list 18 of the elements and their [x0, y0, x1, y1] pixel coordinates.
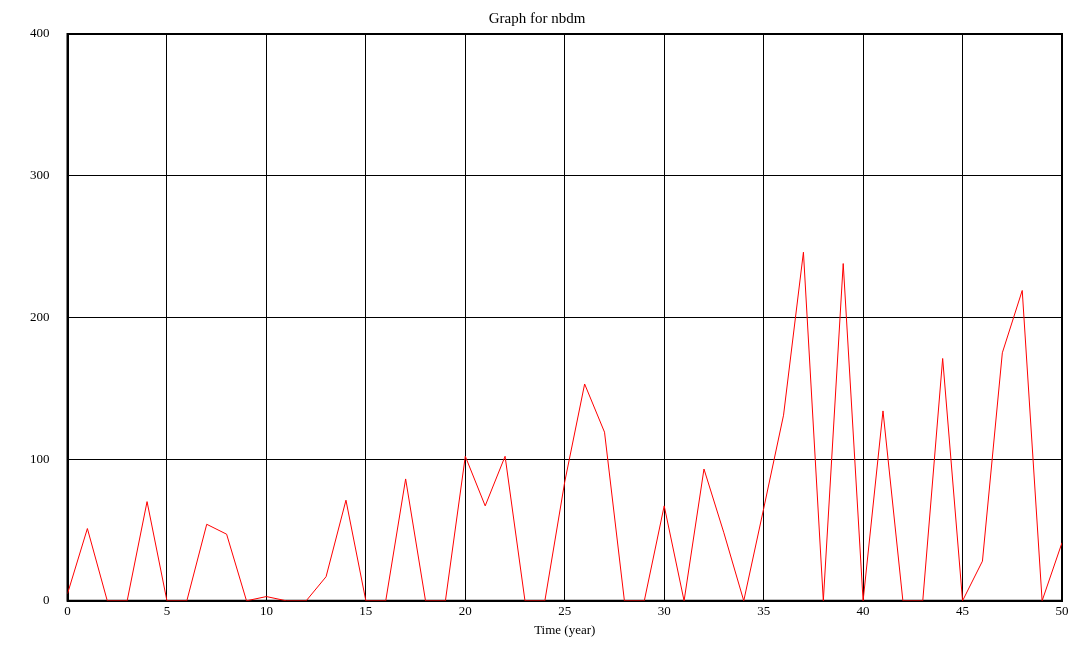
y-tick-label: 100 [30, 450, 50, 466]
x-tick-label: 35 [757, 603, 771, 619]
x-tick-label: 5 [163, 603, 171, 619]
x-tick-label: 15 [359, 603, 373, 619]
chart-title: Graph for nbdm [488, 9, 586, 26]
x-tick-label: 0 [64, 603, 71, 619]
y-tick-label: 200 [30, 308, 50, 324]
y-tick-label: 0 [43, 592, 50, 608]
y-tick-label: 300 [30, 167, 50, 183]
x-tick-label: 10 [259, 603, 273, 619]
x-tick-label: 40 [856, 603, 870, 619]
x-tick-label: 45 [956, 603, 970, 619]
x-axis-title: Time (year) [534, 621, 596, 637]
x-tick-label: 30 [657, 603, 671, 619]
y-tick-label: 400 [30, 25, 50, 41]
x-tick-label: 20 [458, 603, 472, 619]
x-tick-label: 25 [558, 603, 572, 619]
x-tick-label: 50 [1055, 603, 1069, 619]
